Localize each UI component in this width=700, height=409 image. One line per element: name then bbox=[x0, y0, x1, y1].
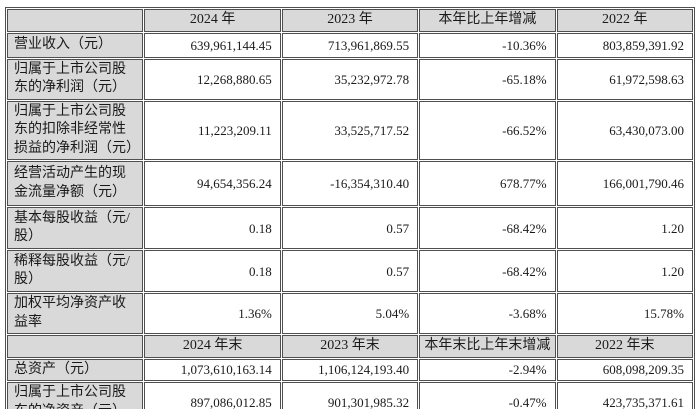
cell-value: 0.18 bbox=[144, 207, 281, 250]
cell-value: 1.20 bbox=[556, 250, 693, 293]
row-label: 归属于上市公司股东的净资产（元） bbox=[7, 382, 144, 409]
financial-summary-table-wrap: 2024 年 2023 年 本年比上年增减 2022 年 营业收入（元） 639… bbox=[5, 7, 695, 409]
cell-change: -68.42% bbox=[419, 207, 556, 250]
cell-value: 0.57 bbox=[281, 250, 419, 293]
table-row-revenue: 营业收入（元） 639,961,144.45 713,961,869.55 -1… bbox=[7, 33, 693, 58]
period-end-header-row: 2024 年末 2023 年末 本年末比上年末增减 2022 年末 bbox=[7, 335, 693, 358]
row-label: 总资产（元） bbox=[7, 358, 144, 382]
row-label: 归属于上市公司股东的扣除非经常性损益的净利润（元） bbox=[7, 100, 144, 161]
cell-value: 0.57 bbox=[281, 207, 419, 250]
cell-value: 1,073,610,163.14 bbox=[144, 358, 281, 382]
table-row-net-profit-deducted: 归属于上市公司股东的扣除非经常性损益的净利润（元） 11,223,209.11 … bbox=[7, 100, 693, 161]
cell-change: -3.68% bbox=[419, 293, 556, 335]
header-end-change: 本年末比上年末增减 bbox=[419, 335, 556, 358]
cell-value: 423,735,371.61 bbox=[556, 382, 693, 409]
financial-summary-table: 2024 年 2023 年 本年比上年增减 2022 年 营业收入（元） 639… bbox=[5, 7, 695, 409]
table-row-net-profit: 归属于上市公司股东的净利润（元） 12,268,880.65 35,232,97… bbox=[7, 59, 693, 100]
cell-change: -65.18% bbox=[419, 59, 556, 100]
cell-value: 11,223,209.11 bbox=[144, 100, 281, 161]
table-row-net-assets: 归属于上市公司股东的净资产（元） 897,086,012.85 901,301,… bbox=[7, 382, 693, 409]
corner-cell bbox=[7, 335, 144, 358]
table-row-basic-eps: 基本每股收益（元/股） 0.18 0.57 -68.42% 1.20 bbox=[7, 207, 693, 250]
cell-value: 33,525,717.52 bbox=[281, 100, 419, 161]
cell-value: 608,098,209.35 bbox=[556, 358, 693, 382]
header-2023-end: 2023 年末 bbox=[281, 335, 419, 358]
cell-value: 1,106,124,193.40 bbox=[281, 358, 419, 382]
cell-value: 639,961,144.45 bbox=[144, 33, 281, 58]
cell-change: -66.52% bbox=[419, 100, 556, 161]
cell-value: 63,430,073.00 bbox=[556, 100, 693, 161]
row-label: 经营活动产生的现金流量净额（元） bbox=[7, 161, 144, 207]
cell-value: 1.36% bbox=[144, 293, 281, 335]
cell-value: 713,961,869.55 bbox=[281, 33, 419, 58]
period-header-row: 2024 年 2023 年 本年比上年增减 2022 年 bbox=[7, 9, 693, 32]
cell-value: 35,232,972.78 bbox=[281, 59, 419, 100]
cell-value: 94,654,356.24 bbox=[144, 161, 281, 207]
table-row-weighted-avg-roe: 加权平均净资产收益率 1.36% 5.04% -3.68% 15.78% bbox=[7, 293, 693, 335]
cell-value: 166,001,790.46 bbox=[556, 161, 693, 207]
header-2024-end: 2024 年末 bbox=[144, 335, 281, 358]
header-2024: 2024 年 bbox=[144, 9, 281, 32]
cell-value: 12,268,880.65 bbox=[144, 59, 281, 100]
corner-cell bbox=[7, 9, 144, 32]
table-row-operating-cash-flow: 经营活动产生的现金流量净额（元） 94,654,356.24 -16,354,3… bbox=[7, 161, 693, 207]
cell-value: 61,972,598.63 bbox=[556, 59, 693, 100]
cell-change: -0.47% bbox=[419, 382, 556, 409]
row-label: 基本每股收益（元/股） bbox=[7, 207, 144, 250]
header-2023: 2023 年 bbox=[281, 9, 419, 32]
cell-value: -16,354,310.40 bbox=[281, 161, 419, 207]
header-change: 本年比上年增减 bbox=[419, 9, 556, 32]
row-label: 稀释每股收益（元/股） bbox=[7, 250, 144, 293]
cell-value: 15.78% bbox=[556, 293, 693, 335]
cell-value: 1.20 bbox=[556, 207, 693, 250]
row-label: 归属于上市公司股东的净利润（元） bbox=[7, 59, 144, 100]
cell-change: -68.42% bbox=[419, 250, 556, 293]
cell-change: -2.94% bbox=[419, 358, 556, 382]
cell-value: 897,086,012.85 bbox=[144, 382, 281, 409]
cell-change: -10.36% bbox=[419, 33, 556, 58]
cell-value: 5.04% bbox=[281, 293, 419, 335]
cell-value: 803,859,391.92 bbox=[556, 33, 693, 58]
row-label: 加权平均净资产收益率 bbox=[7, 293, 144, 335]
table-row-diluted-eps: 稀释每股收益（元/股） 0.18 0.57 -68.42% 1.20 bbox=[7, 250, 693, 293]
header-2022: 2022 年 bbox=[556, 9, 693, 32]
cell-value: 0.18 bbox=[144, 250, 281, 293]
cell-value: 901,301,985.32 bbox=[281, 382, 419, 409]
table-row-total-assets: 总资产（元） 1,073,610,163.14 1,106,124,193.40… bbox=[7, 358, 693, 382]
row-label: 营业收入（元） bbox=[7, 33, 144, 58]
cell-change: 678.77% bbox=[419, 161, 556, 207]
header-2022-end: 2022 年末 bbox=[556, 335, 693, 358]
